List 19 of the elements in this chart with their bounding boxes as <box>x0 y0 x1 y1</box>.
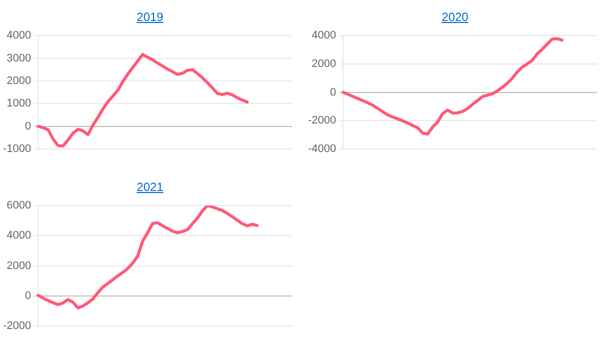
y-tick-label: 2000 <box>312 58 336 70</box>
y-tick-label: -2000 <box>308 114 336 127</box>
chart-title: 2019 <box>136 9 164 26</box>
chart-title: 2020 <box>440 9 470 26</box>
y-tick-label: -4000 <box>308 143 336 156</box>
chart-title: 2021 <box>136 179 164 196</box>
y-tick-label: 0 <box>25 290 32 302</box>
y-tick-label: 3000 <box>6 52 32 64</box>
y-tick-label: 6000 <box>6 200 32 212</box>
y-tick-label: 4000 <box>312 30 336 42</box>
y-tick-label: 2000 <box>6 74 32 87</box>
y-tick-label: -1000 <box>2 143 32 156</box>
y-tick-label: 0 <box>330 86 336 98</box>
y-tick-label: 2000 <box>6 260 32 272</box>
y-tick-label: 1000 <box>6 98 32 110</box>
y-tick-label: -2000 <box>2 320 32 332</box>
y-tick-label: 0 <box>25 120 32 132</box>
y-tick-label: 4000 <box>6 30 32 42</box>
y-tick-label: 4000 <box>6 230 32 242</box>
